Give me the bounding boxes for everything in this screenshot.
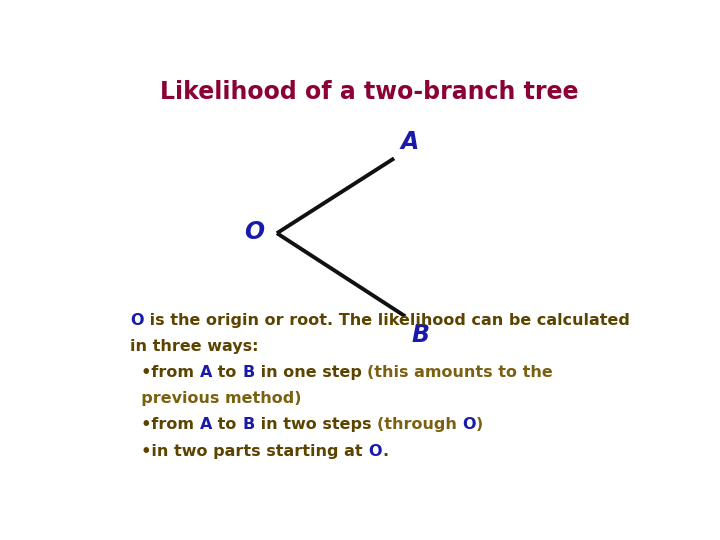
Text: B: B: [243, 417, 255, 433]
Text: in two steps: in two steps: [255, 417, 377, 433]
Text: Likelihood of a two-branch tree: Likelihood of a two-branch tree: [160, 80, 578, 104]
Text: previous method): previous method): [130, 392, 302, 406]
Text: ): ): [476, 417, 483, 433]
Text: O: O: [244, 220, 264, 244]
Text: (this amounts to the: (this amounts to the: [367, 365, 553, 380]
Text: O: O: [130, 313, 144, 328]
Text: B: B: [411, 322, 429, 347]
Text: A: A: [200, 417, 212, 433]
Text: is the origin or root. The likelihood can be calculated: is the origin or root. The likelihood ca…: [144, 313, 630, 328]
Text: A: A: [400, 130, 418, 154]
Text: (through: (through: [377, 417, 462, 433]
Text: in three ways:: in three ways:: [130, 339, 258, 354]
Text: •from: •from: [130, 365, 200, 380]
Text: •from: •from: [130, 417, 200, 433]
Text: O: O: [462, 417, 476, 433]
Text: O: O: [369, 444, 382, 458]
Text: in one step: in one step: [255, 365, 367, 380]
Text: to: to: [212, 365, 243, 380]
Text: A: A: [200, 365, 212, 380]
Text: •in two parts starting at: •in two parts starting at: [130, 444, 369, 458]
Text: B: B: [243, 365, 255, 380]
Text: to: to: [212, 417, 243, 433]
Text: .: .: [382, 444, 388, 458]
